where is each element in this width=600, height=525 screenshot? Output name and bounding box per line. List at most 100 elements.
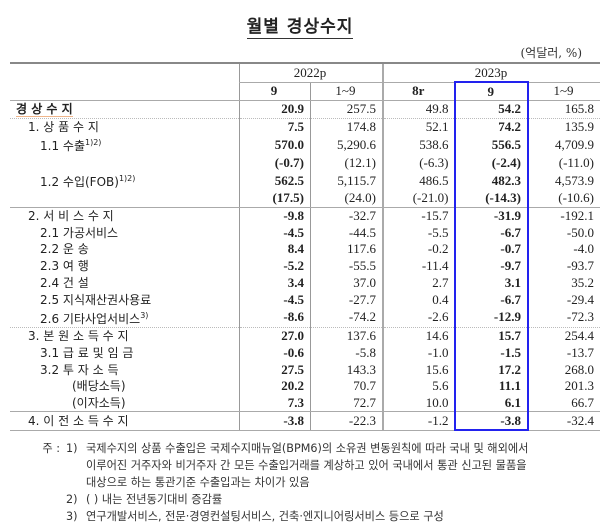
cell-value: 20.9 bbox=[239, 100, 311, 119]
cell-value: -0.2 bbox=[381, 241, 456, 258]
cell-value: 3.1 bbox=[454, 274, 529, 292]
table-row: (17.5) (24.0) (-21.0) (-14.3) (-10.6) bbox=[10, 190, 600, 208]
cell-value: -1.0 bbox=[381, 344, 456, 362]
cell-value: -5.2 bbox=[239, 257, 311, 275]
row-label bbox=[10, 154, 240, 171]
row-label: 1.2 수입(FOB)1)2) bbox=[40, 174, 136, 190]
row-label: 2.5 지식재산권사용료 bbox=[40, 292, 152, 307]
footnote-2: 2) ( ) 내는 전년동기대비 증감률 bbox=[66, 493, 223, 506]
cell-value: -4.5 bbox=[239, 291, 311, 308]
table-row: 3.1 급 료 및 임 금 -0.6 -5.8 -1.0 -1.5 -13.7 bbox=[10, 344, 600, 362]
cell-value: 15.6 bbox=[381, 361, 456, 378]
cell-value: (12.1) bbox=[309, 154, 383, 172]
cell-value: 254.4 bbox=[564, 328, 594, 344]
header-blank bbox=[10, 62, 240, 101]
cell-value: 70.7 bbox=[309, 377, 383, 395]
cell-value: 0.4 bbox=[381, 291, 456, 308]
cell-value: 49.8 bbox=[381, 100, 456, 119]
table-row: (배당소득) 20.2 70.7 5.6 11.1 201.3 bbox=[10, 377, 600, 395]
cell-value: 74.2 bbox=[454, 118, 529, 136]
cell-value: -9.8 bbox=[239, 207, 311, 225]
header-group-2023: 2023p bbox=[381, 62, 600, 83]
cell-value: 4,709.9 bbox=[555, 136, 594, 152]
cell-value: 137.6 bbox=[309, 327, 383, 345]
unit-label: (억달러, %) bbox=[520, 46, 582, 60]
cell-value: (-21.0) bbox=[381, 190, 456, 208]
cell-value: 5.6 bbox=[381, 377, 456, 395]
row-label: 2.3 여 행 bbox=[40, 259, 89, 274]
cell-value: -6.7 bbox=[454, 224, 529, 242]
cell-value: 5,290.6 bbox=[309, 135, 383, 155]
cell-value: -29.4 bbox=[566, 291, 594, 307]
cell-value: (24.0) bbox=[309, 190, 383, 208]
cell-value: 8.4 bbox=[239, 241, 311, 258]
cell-value: -5.5 bbox=[381, 224, 456, 242]
cell-value: -0.6 bbox=[239, 344, 311, 362]
cell-value: 135.9 bbox=[564, 119, 594, 135]
cell-value: -74.2 bbox=[309, 307, 383, 328]
cell-value: -15.7 bbox=[381, 207, 456, 225]
row-label: (배당소득) bbox=[72, 379, 126, 394]
cell-value: -4.5 bbox=[239, 224, 311, 242]
header-col-2022-1-9: 1~9 bbox=[309, 82, 383, 101]
cell-value: 15.7 bbox=[454, 327, 529, 345]
row-label: 2.4 건 설 bbox=[40, 275, 89, 290]
table-row: 1. 상 품 수 지 7.5 174.8 52.1 74.2 135.9 bbox=[10, 118, 600, 136]
cell-value: -27.7 bbox=[309, 291, 383, 308]
table-row: 2.4 건 설 3.4 37.0 2.7 3.1 35.2 bbox=[10, 274, 600, 292]
table-row: 2.2 운 송 8.4 117.6 -0.2 -0.7 -4.0 bbox=[10, 241, 600, 258]
footnotes: 주 : 1) 국제수지의 상품 수출입은 국제수지매뉴얼(BPM6)의 소유권 … bbox=[20, 440, 590, 525]
cell-value: (-6.3) bbox=[381, 154, 456, 172]
cell-value: 257.5 bbox=[309, 100, 383, 119]
table-row: 3. 본 원 소 득 수 지 27.0 137.6 14.6 15.7 254.4 bbox=[10, 327, 600, 345]
row-label: 경 상 수 지 bbox=[10, 100, 240, 119]
cell-value: 4,573.9 bbox=[555, 172, 594, 188]
cell-value: -1.5 bbox=[454, 344, 529, 362]
page-title: 월별 경상수지 bbox=[246, 17, 354, 39]
cell-value: 201.3 bbox=[564, 378, 594, 394]
table-row: 1.1 수출1)2) 570.0 5,290.6 538.6 556.5 4,709.9 bbox=[10, 135, 600, 155]
row-label: 4. 이 전 소 득 수 지 bbox=[10, 411, 240, 431]
cell-value: (-0.7) bbox=[239, 154, 311, 172]
row-label: 3.1 급 료 및 임 금 bbox=[40, 345, 134, 360]
cell-value: -22.3 bbox=[309, 411, 383, 431]
cell-value: 117.6 bbox=[309, 241, 383, 258]
cell-value: 10.0 bbox=[381, 394, 456, 413]
cell-value: -9.7 bbox=[454, 257, 529, 275]
cell-value: 7.5 bbox=[239, 118, 311, 136]
cell-value: (17.5) bbox=[239, 190, 311, 208]
cell-value: 17.2 bbox=[454, 361, 529, 378]
cell-value: 268.0 bbox=[564, 361, 594, 377]
table-row: 2.3 여 행 -5.2 -55.5 -11.4 -9.7 -93.7 bbox=[10, 257, 600, 275]
cell-value: -11.4 bbox=[381, 257, 456, 275]
cell-value: -2.6 bbox=[381, 307, 456, 328]
cell-value: -192.1 bbox=[560, 208, 594, 224]
cell-value: 27.0 bbox=[239, 327, 311, 345]
current-account-table: 2022p 2023p 9 1~9 8r 9 1~9 경 상 수 지 20.9 25… bbox=[10, 62, 600, 432]
cell-value: 66.7 bbox=[527, 394, 600, 413]
cell-value: -72.3 bbox=[527, 307, 600, 328]
footnote-1: 주 : 1) 국제수지의 상품 수출입은 국제수지매뉴얼(BPM6)의 소유권 … bbox=[42, 442, 529, 489]
row-label: 2.6 기타사업서비스3) bbox=[10, 307, 240, 328]
cell-value: 482.3 bbox=[454, 171, 529, 191]
row-label: 2.1 가공서비스 bbox=[40, 225, 119, 240]
cell-value: 6.1 bbox=[454, 394, 529, 413]
cell-value: 72.7 bbox=[309, 394, 383, 413]
cell-value: 11.1 bbox=[454, 377, 529, 395]
table-row: 경 상 수 지 20.9 257.5 49.8 54.2 165.8 bbox=[10, 100, 600, 119]
table-row: 2. 서 비 스 수 지 -9.8 -32.7 -15.7 -31.9 -192.1 bbox=[10, 207, 600, 225]
cell-value: -3.8 bbox=[454, 411, 529, 432]
cell-value: 7.3 bbox=[239, 394, 311, 413]
table-row: 4. 이 전 소 득 수 지 -3.8 -22.3 -1.2 -3.8 -32.4 bbox=[10, 411, 600, 432]
cell-value: 35.2 bbox=[571, 274, 594, 290]
cell-value: 174.8 bbox=[309, 118, 383, 136]
table-row: 2.6 기타사업서비스3) -8.6 -74.2 -2.6 -12.9 -72.3 bbox=[10, 307, 600, 328]
row-label: 1.1 수출1)2) bbox=[40, 138, 102, 154]
cell-value: 570.0 bbox=[239, 135, 311, 155]
cell-value: -6.7 bbox=[454, 291, 529, 308]
cell-value: 5,115.7 bbox=[309, 171, 383, 191]
footnote-3: 3) 연구개발서비스, 전문·경영컨설팅서비스, 건축·엔지니어링서비스 등으로… bbox=[66, 510, 444, 523]
cell-value: -50.0 bbox=[566, 224, 594, 240]
cell-value: 486.5 bbox=[381, 171, 456, 191]
row-label: 2. 서 비 스 수 지 bbox=[28, 209, 114, 224]
